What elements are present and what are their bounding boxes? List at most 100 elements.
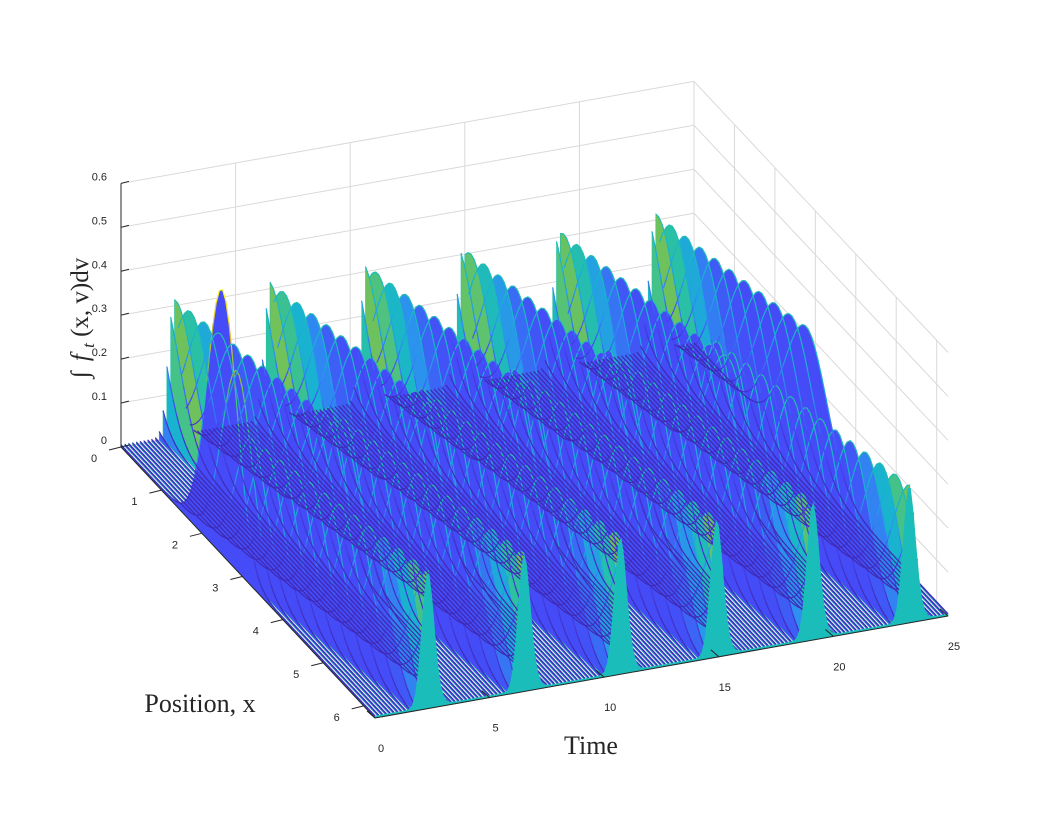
surface-edge: [138, 449, 143, 454]
surface-edge: [130, 454, 135, 459]
surface-edge: [179, 473, 184, 478]
surface-edge: [288, 556, 293, 562]
surface-edge: [277, 570, 282, 585]
surface-edge: [312, 639, 317, 644]
surface-edge: [213, 491, 218, 496]
surface-edge: [227, 516, 233, 521]
surface-edge: [175, 493, 180, 499]
surface-edge: [273, 555, 278, 560]
surface-edge: [169, 383, 174, 401]
surface-edge: [151, 458, 156, 463]
surface-edge: [322, 645, 327, 650]
surface-edge: [307, 644, 312, 649]
surface-edge: [184, 488, 189, 493]
surface-edge: [220, 493, 225, 499]
surface-edge: [293, 616, 298, 622]
surface-edge: [142, 448, 147, 453]
surface-edge: [269, 536, 274, 541]
surface-edge: [224, 492, 229, 498]
surface-edge: [364, 639, 368, 643]
surface-edge: [356, 601, 361, 610]
surface-edge: [238, 545, 243, 550]
surface-edge: [341, 621, 346, 626]
surface-edge: [243, 513, 248, 518]
surface-edge: [272, 523, 278, 536]
surface-edge: [301, 637, 306, 642]
surface-edge: [314, 556, 319, 576]
surface-edge: [314, 599, 320, 604]
surface-edge: [172, 466, 177, 471]
surface-edge: [185, 499, 191, 505]
surface-edge: [173, 482, 178, 487]
surface-edge: [184, 464, 189, 469]
surface-edge: [190, 478, 195, 491]
surface-edge: [148, 455, 153, 460]
surface-edge: [308, 592, 313, 597]
surface-edge: [163, 480, 168, 485]
surface-edge: [221, 509, 226, 514]
surface-edge: [188, 452, 193, 460]
surface-edge: [191, 510, 196, 515]
surface-edge: [207, 503, 212, 509]
surface-edge: [275, 543, 280, 548]
surface-edge: [151, 462, 156, 467]
surface-edge: [266, 552, 271, 557]
surface-edge: [291, 560, 296, 565]
surface-edge: [219, 501, 224, 507]
surface-edge: [195, 442, 200, 453]
surface-edge: [278, 570, 283, 575]
surface-edge: [214, 506, 219, 511]
surface-edge: [269, 560, 274, 565]
surface-edge: [332, 651, 337, 656]
surface-edge: [301, 589, 306, 595]
surface-edge: [288, 481, 293, 499]
surface-edge: [212, 522, 217, 528]
surface-edge: [388, 554, 393, 564]
surface-edge: [373, 695, 379, 700]
surface-edge: [345, 665, 350, 670]
surface-edge: [363, 659, 368, 668]
surface-edge: [225, 300, 230, 323]
surface-edge: [326, 597, 331, 602]
surface-edge: [194, 463, 200, 470]
surface-edge: [211, 503, 216, 508]
surface-edge: [318, 602, 323, 607]
surface-edge: [293, 571, 298, 576]
surface-edge: [302, 633, 307, 638]
surface-edge: [265, 448, 270, 455]
surface-edge: [225, 384, 231, 402]
surface-edge: [276, 600, 281, 608]
surface-edge: [180, 485, 185, 490]
surface-edge: [371, 688, 376, 693]
surface-edge: [141, 452, 146, 457]
surface-edge: [283, 565, 288, 570]
surface-edge: [143, 440, 148, 445]
surface-edge: [238, 541, 243, 547]
surface-edge: [161, 444, 166, 450]
surface-edge: [405, 704, 410, 710]
surface-edge: [180, 461, 186, 466]
surface-edge: [350, 541, 356, 560]
surface-edge: [181, 504, 186, 509]
surface-edge: [131, 446, 136, 451]
surface-edge: [154, 461, 159, 467]
surface-edge: [223, 520, 228, 526]
surface-edge: [341, 665, 346, 671]
surface-edge: [279, 497, 284, 512]
surface-edge: [374, 691, 379, 696]
surface-edge: [140, 456, 145, 461]
surface-edge: [168, 430, 174, 440]
surface-edge: [158, 441, 163, 446]
surface-edge: [295, 579, 300, 584]
surface-edge: [280, 562, 285, 567]
surface-edge: [260, 545, 265, 551]
surface-edge: [139, 464, 144, 469]
surface-edge: [264, 545, 269, 550]
surface-edge: [338, 662, 343, 667]
surface-edge: [295, 630, 300, 635]
surface-edge: [203, 508, 208, 513]
surface-edge: [264, 564, 269, 569]
surface-edge: [192, 506, 197, 511]
surface-edge: [252, 551, 257, 556]
surface-edge: [369, 700, 374, 705]
